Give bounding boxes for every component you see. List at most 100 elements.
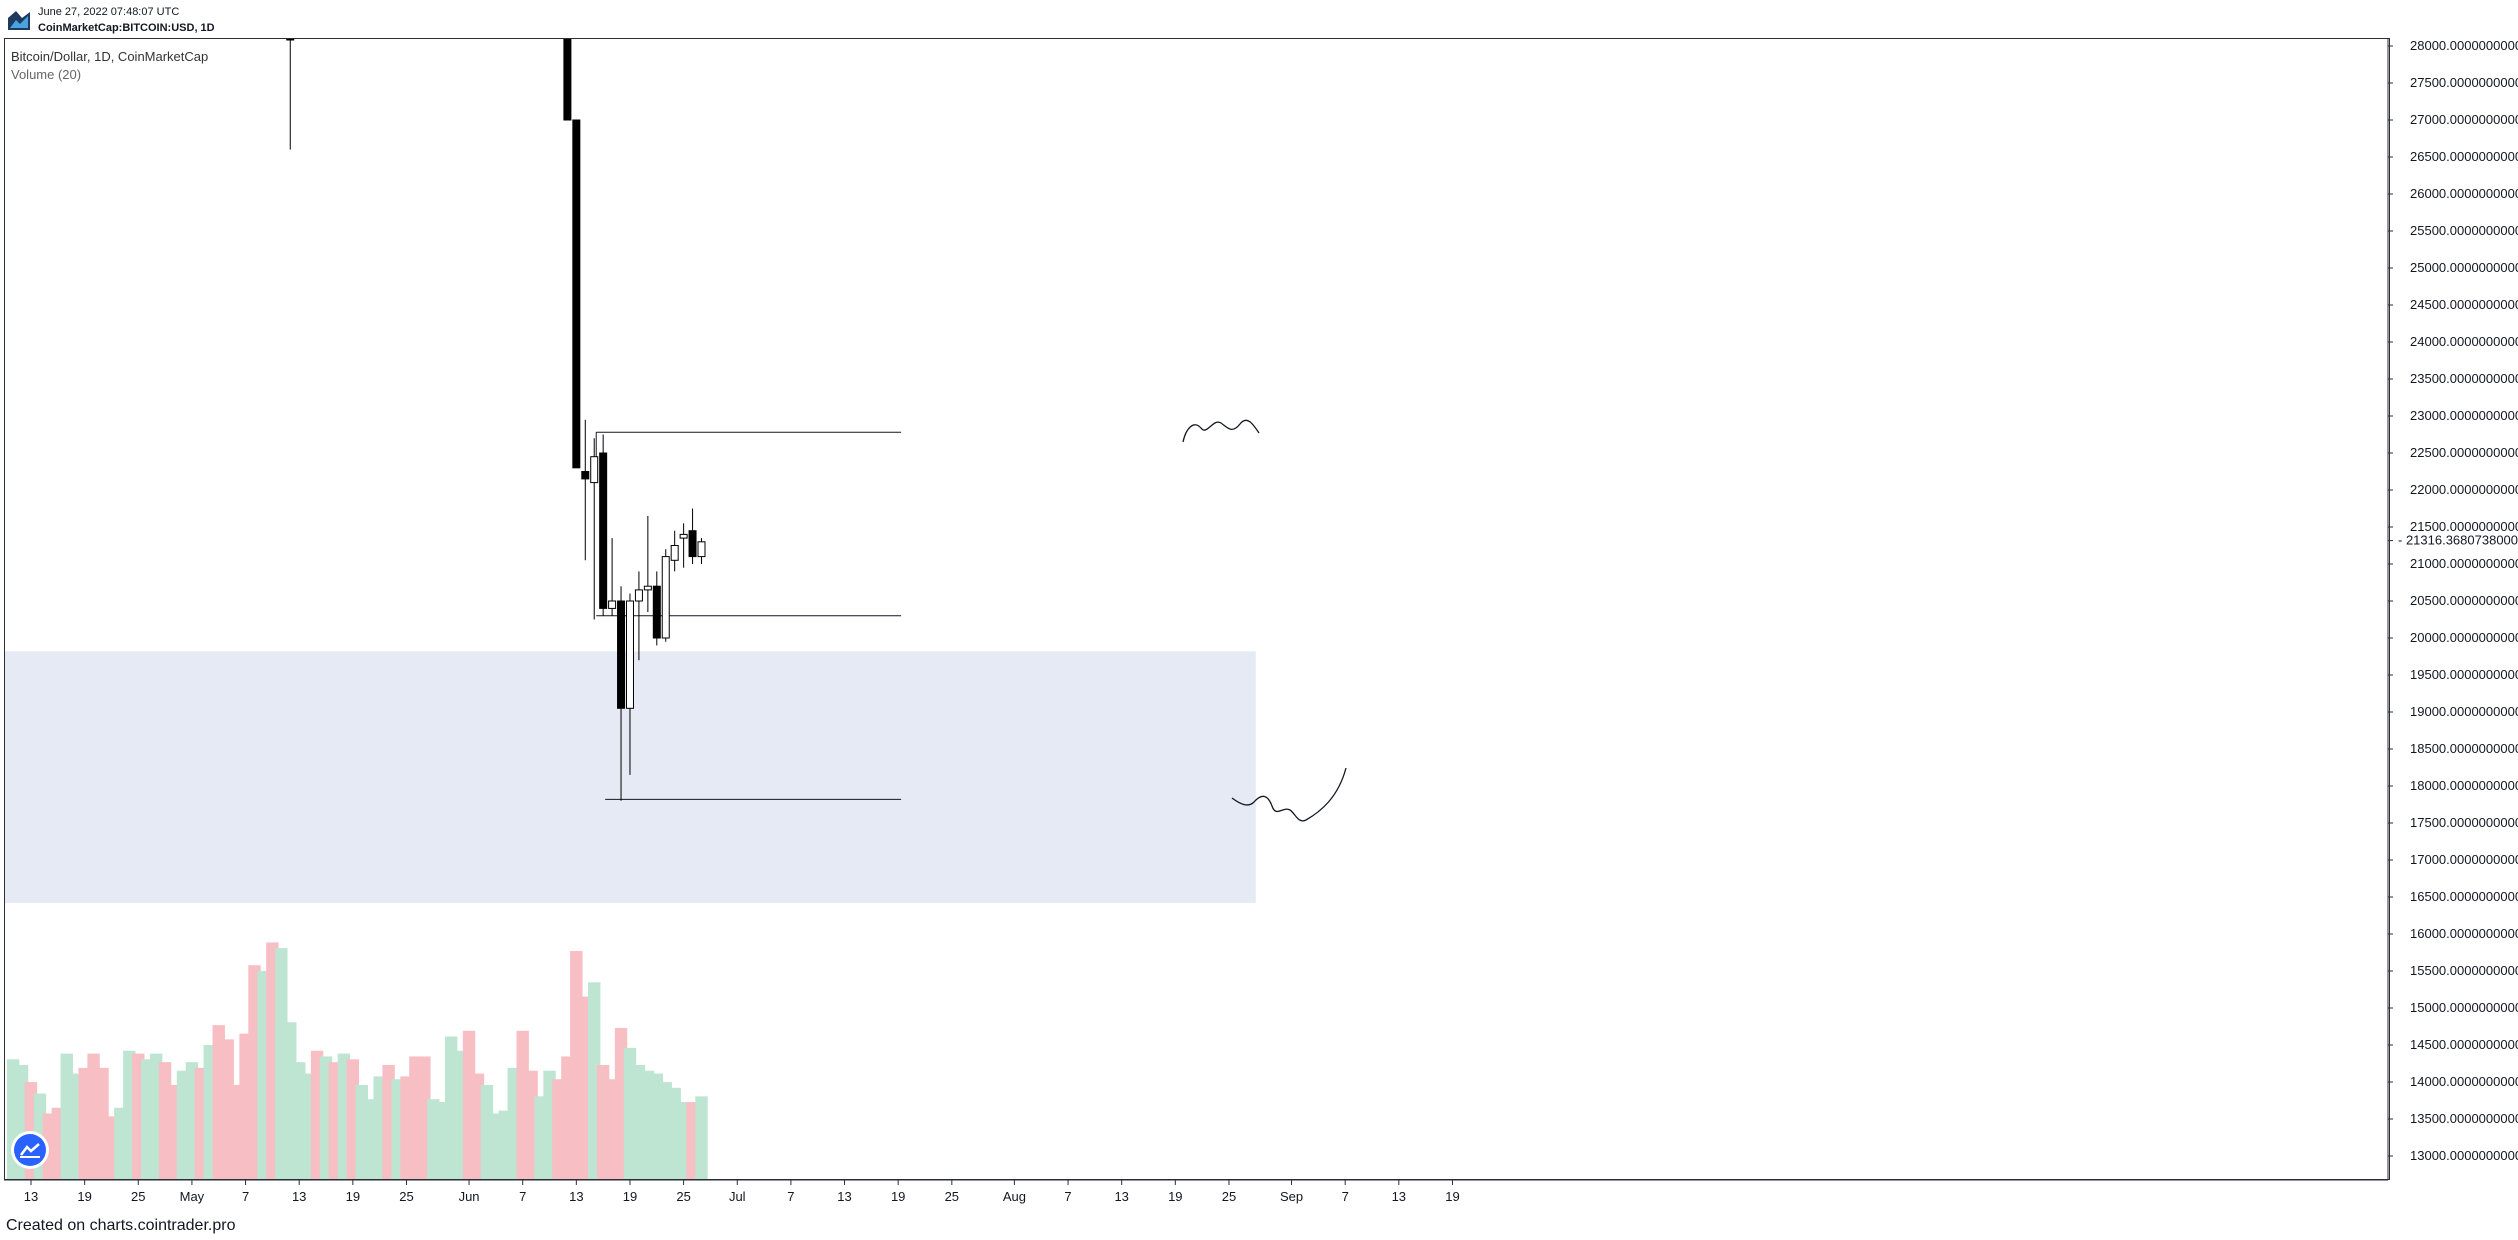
time-tick-label: 13 (1114, 1189, 1128, 1204)
price-tick-label: 20000.0000000000 (2410, 630, 2518, 645)
price-tick-label: 16000.0000000000 (2410, 926, 2518, 941)
candle-body-down (563, 38, 572, 121)
time-tick-label: 19 (1168, 1189, 1182, 1204)
candle (625, 593, 634, 775)
price-tick-label: 21500.0000000000 (2410, 519, 2518, 534)
price-tick-label: 25500.0000000000 (2410, 223, 2518, 238)
price-tick-label: 26500.0000000000 (2410, 149, 2518, 164)
time-tick-label: 7 (787, 1189, 794, 1204)
candle-body-up (590, 456, 599, 484)
time-tick-label: 25 (1222, 1189, 1236, 1204)
time-tick-label: Aug (1003, 1189, 1026, 1204)
price-tick-label: 14500.0000000000 (2410, 1037, 2518, 1052)
price-tick-label: 24000.0000000000 (2410, 334, 2518, 349)
price-tick-label: 15000.0000000000 (2410, 1000, 2518, 1015)
volume-legend: Volume (20) (11, 67, 82, 82)
time-tick-label: Jul (729, 1189, 746, 1204)
candle (697, 538, 706, 564)
candle (634, 571, 643, 661)
time-tick-label: 7 (242, 1189, 249, 1204)
candle-body-down (286, 38, 295, 41)
price-tick-label: 23000.0000000000 (2410, 408, 2518, 423)
time-tick-label: 13 (24, 1189, 38, 1204)
candle-body-down (581, 471, 590, 480)
candle-body-down (652, 585, 661, 639)
price-tick-label: 13500.0000000000 (2410, 1111, 2518, 1126)
candle-body-down (572, 119, 581, 469)
price-tick-label: 25000.0000000000 (2410, 260, 2518, 275)
time-tick-label: 19 (623, 1189, 637, 1204)
time-tick-label: 19 (77, 1189, 91, 1204)
candle-body-up (679, 533, 688, 539)
candle (688, 508, 697, 564)
price-tick-label: 14000.0000000000 (2410, 1074, 2518, 1089)
candle (581, 419, 590, 561)
time-tick-label: 13 (1392, 1189, 1406, 1204)
price-tick-label: 13000.0000000000 (2410, 1148, 2518, 1163)
tradingview-badge-icon[interactable] (14, 1134, 46, 1166)
price-tick-label: 17000.0000000000 (2410, 852, 2518, 867)
candlestick-series (286, 38, 706, 801)
time-tick-label: 13 (837, 1189, 851, 1204)
time-tick-label: 19 (346, 1189, 360, 1204)
candle (572, 119, 581, 469)
price-tick-label: 19000.0000000000 (2410, 704, 2518, 719)
candle (563, 38, 572, 121)
volume-bar (695, 1096, 708, 1179)
time-tick-label: 25 (676, 1189, 690, 1204)
current-price-label: - 21316.3680738000 (2398, 533, 2518, 548)
candle-body-up (697, 541, 706, 558)
support-resistance-lines (595, 431, 902, 800)
volume-series (6, 942, 708, 1179)
hand-drawn-annotations (1182, 419, 1347, 822)
price-tick-label: 15500.0000000000 (2410, 963, 2518, 978)
candle (286, 38, 295, 150)
time-tick-label: 13 (569, 1189, 583, 1204)
price-tick-label: 22000.0000000000 (2410, 482, 2518, 497)
time-tick-label: Jun (459, 1189, 480, 1204)
price-tick-label: 27000.0000000000 (2410, 112, 2518, 127)
snapshot-date: June 27, 2022 07:48:07 UTC (38, 6, 180, 18)
time-tick-label: 25 (131, 1189, 145, 1204)
candle (643, 515, 652, 613)
price-tick-label: 23500.0000000000 (2410, 371, 2518, 386)
price-tick-label: 20500.0000000000 (2410, 593, 2518, 608)
cointrader-logo-icon (8, 8, 30, 30)
symbol-label: CoinMarketCap:BITCOIN:USD, 1D (38, 22, 215, 34)
scribble-annotation-bottom (1231, 767, 1347, 822)
price-tick-label: 17500.0000000000 (2410, 815, 2518, 830)
time-axis: 13 19 25 May 7 13 19 25 Jun 7 13 19 25 Jul 7 13 19 25 Aug 7… (4, 1179, 2388, 1204)
time-tick-label: 25 (945, 1189, 959, 1204)
time-tick-label: 13 (292, 1189, 306, 1204)
candle-body-down (599, 452, 608, 609)
time-tick-label: 25 (399, 1189, 413, 1204)
candle-body-up (625, 600, 634, 709)
time-tick-label: 19 (1445, 1189, 1459, 1204)
candle-body-up (634, 589, 643, 602)
price-tick-label: 18000.0000000000 (2410, 778, 2518, 793)
candle (590, 438, 599, 620)
candle-body-down (688, 530, 697, 558)
time-tick-label: 7 (519, 1189, 526, 1204)
price-tick-label: 27500.0000000000 (2410, 75, 2518, 90)
price-axis: 28000.0000000000 27500.0000000000 27000.00… (2387, 38, 2518, 1180)
scribble-annotation-top (1182, 419, 1260, 443)
candle (652, 571, 661, 646)
candle-body-up (608, 600, 617, 609)
price-tick-label: 28000.0000000000 (2410, 38, 2518, 53)
price-tick-label: 21000.0000000000 (2410, 556, 2518, 571)
price-tick-label: 16500.0000000000 (2410, 889, 2518, 904)
candle (661, 549, 670, 642)
time-tick-label: Sep (1280, 1189, 1303, 1204)
price-tick-label: 24500.0000000000 (2410, 297, 2518, 312)
candle (679, 523, 688, 568)
price-tick-label: 22500.0000000000 (2410, 445, 2518, 460)
time-tick-label: May (180, 1189, 205, 1204)
chart-legend-title: Bitcoin/Dollar, 1D, CoinMarketCap (11, 49, 209, 64)
footer-credit: Created on charts.cointrader.pro (6, 1217, 236, 1234)
candle-body-up (670, 545, 679, 561)
candle (617, 586, 626, 801)
candle (599, 434, 608, 616)
candle-body-down (617, 600, 626, 709)
